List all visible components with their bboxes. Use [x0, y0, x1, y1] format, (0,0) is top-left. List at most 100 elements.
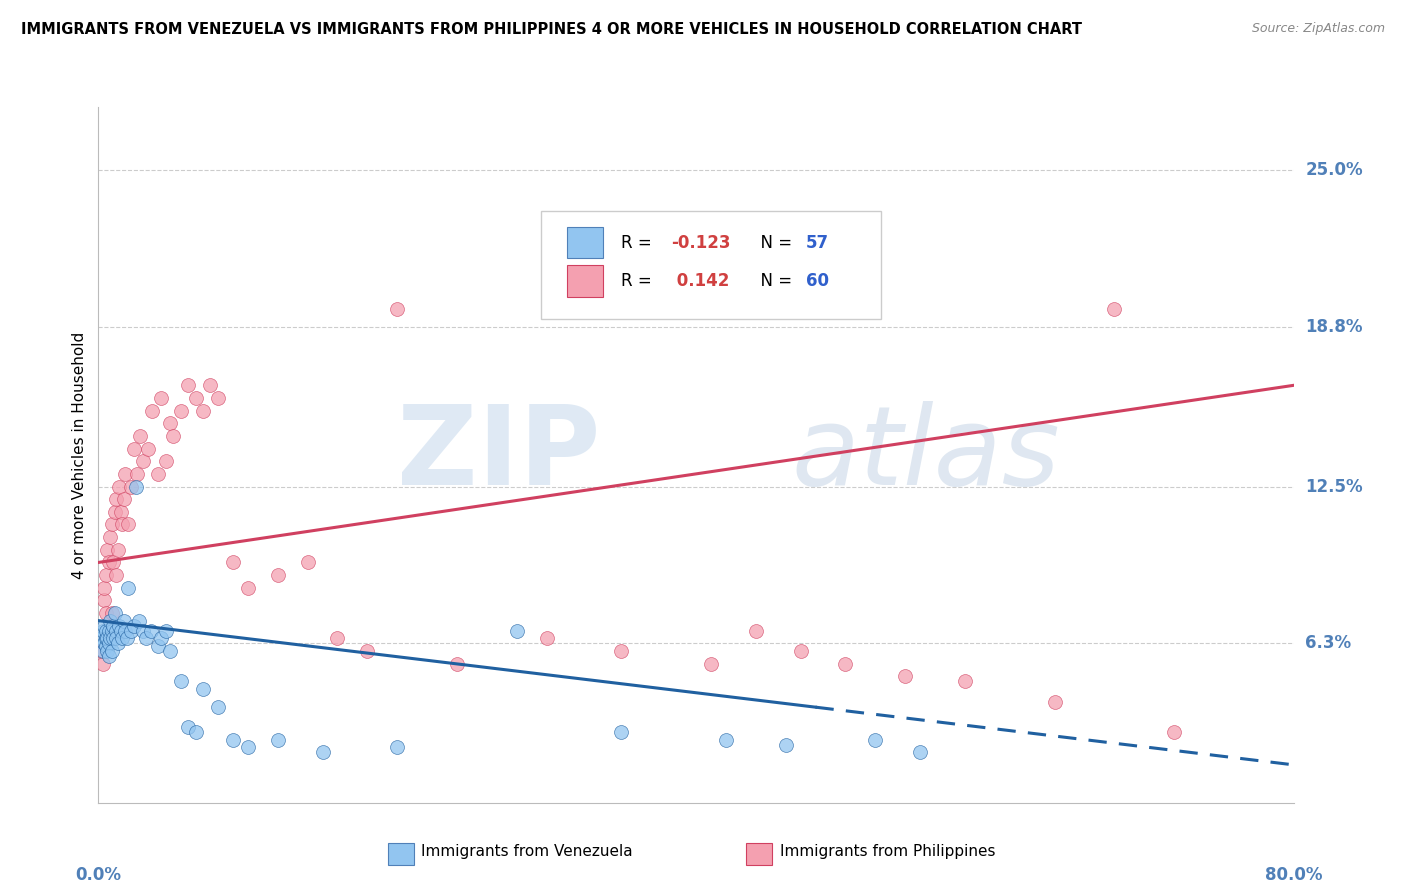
Point [125, 479, 148, 493]
Point [446, 657, 468, 671]
Point [97, 648, 120, 663]
Point [114, 624, 136, 638]
Point [93, 581, 115, 595]
Point [610, 725, 633, 739]
Point [506, 624, 529, 638]
Point [104, 606, 127, 620]
FancyBboxPatch shape [567, 265, 603, 297]
Point [105, 632, 128, 646]
Point [94, 639, 117, 653]
Point [132, 454, 155, 468]
Point [714, 732, 737, 747]
Point [94, 624, 117, 638]
Text: atlas: atlas [792, 401, 1060, 508]
Point [135, 632, 157, 646]
Point [267, 732, 290, 747]
FancyBboxPatch shape [747, 843, 772, 865]
Point [101, 606, 124, 620]
Point [96, 632, 118, 646]
Point [177, 720, 200, 734]
Point [191, 403, 214, 417]
Point [108, 479, 131, 493]
Point [236, 581, 259, 595]
Point [103, 632, 125, 646]
FancyBboxPatch shape [388, 843, 413, 865]
Point [105, 492, 128, 507]
Text: 25.0%: 25.0% [1305, 161, 1362, 179]
Text: R =: R = [620, 272, 657, 290]
Point [94, 632, 117, 646]
Point [127, 467, 149, 481]
Point [96, 644, 118, 658]
Point [124, 618, 146, 632]
Point [700, 657, 723, 671]
Point [1043, 695, 1066, 709]
Point [184, 391, 207, 405]
Point [124, 442, 146, 456]
Point [103, 556, 125, 570]
Text: IMMIGRANTS FROM VENEZUELA VS IMMIGRANTS FROM PHILIPPINES 4 OR MORE VEHICLES IN H: IMMIGRANTS FROM VENEZUELA VS IMMIGRANTS … [21, 22, 1083, 37]
Point [98, 632, 122, 646]
Y-axis label: 4 or more Vehicles in Household: 4 or more Vehicles in Household [72, 331, 87, 579]
Point [101, 644, 124, 658]
Text: 6.3%: 6.3% [1305, 634, 1351, 652]
Point [908, 745, 931, 759]
Point [112, 614, 135, 628]
Text: N =: N = [749, 234, 797, 252]
Point [91, 644, 114, 658]
Point [108, 618, 131, 632]
Point [150, 632, 173, 646]
Point [104, 505, 127, 519]
Point [148, 467, 170, 481]
Point [112, 492, 135, 507]
Text: N =: N = [749, 272, 797, 290]
Point [107, 542, 129, 557]
Point [177, 378, 200, 392]
Point [101, 517, 124, 532]
Point [865, 732, 887, 747]
Point [834, 657, 856, 671]
Point [98, 614, 122, 628]
Point [200, 378, 222, 392]
Point [1163, 725, 1185, 739]
Point [385, 740, 409, 755]
Point [91, 657, 114, 671]
Point [91, 624, 114, 638]
Point [155, 624, 177, 638]
Point [93, 618, 115, 632]
Point [90, 632, 112, 646]
Point [162, 429, 184, 443]
Point [129, 429, 152, 443]
Point [105, 568, 128, 582]
Point [136, 442, 159, 456]
Text: 0.142: 0.142 [671, 272, 730, 290]
Point [96, 542, 118, 557]
Text: 0.0%: 0.0% [76, 866, 121, 884]
Text: 18.8%: 18.8% [1305, 318, 1362, 336]
Point [159, 644, 181, 658]
Point [222, 732, 245, 747]
Point [894, 669, 917, 683]
Point [169, 674, 191, 689]
Point [184, 725, 207, 739]
Text: Immigrants from Venezuela: Immigrants from Venezuela [422, 844, 633, 859]
Point [236, 740, 259, 755]
Point [128, 614, 150, 628]
Text: R =: R = [620, 234, 657, 252]
Point [311, 745, 333, 759]
Text: ZIP: ZIP [396, 401, 600, 508]
Point [536, 632, 558, 646]
Point [132, 624, 155, 638]
Point [789, 644, 811, 658]
Point [93, 636, 115, 650]
Point [150, 391, 173, 405]
Point [117, 517, 139, 532]
Point [191, 681, 214, 696]
Text: Immigrants from Philippines: Immigrants from Philippines [779, 844, 995, 859]
Point [207, 391, 229, 405]
Point [105, 624, 128, 638]
Point [297, 556, 319, 570]
Point [97, 624, 120, 638]
Point [117, 581, 139, 595]
Text: Source: ZipAtlas.com: Source: ZipAtlas.com [1251, 22, 1385, 36]
